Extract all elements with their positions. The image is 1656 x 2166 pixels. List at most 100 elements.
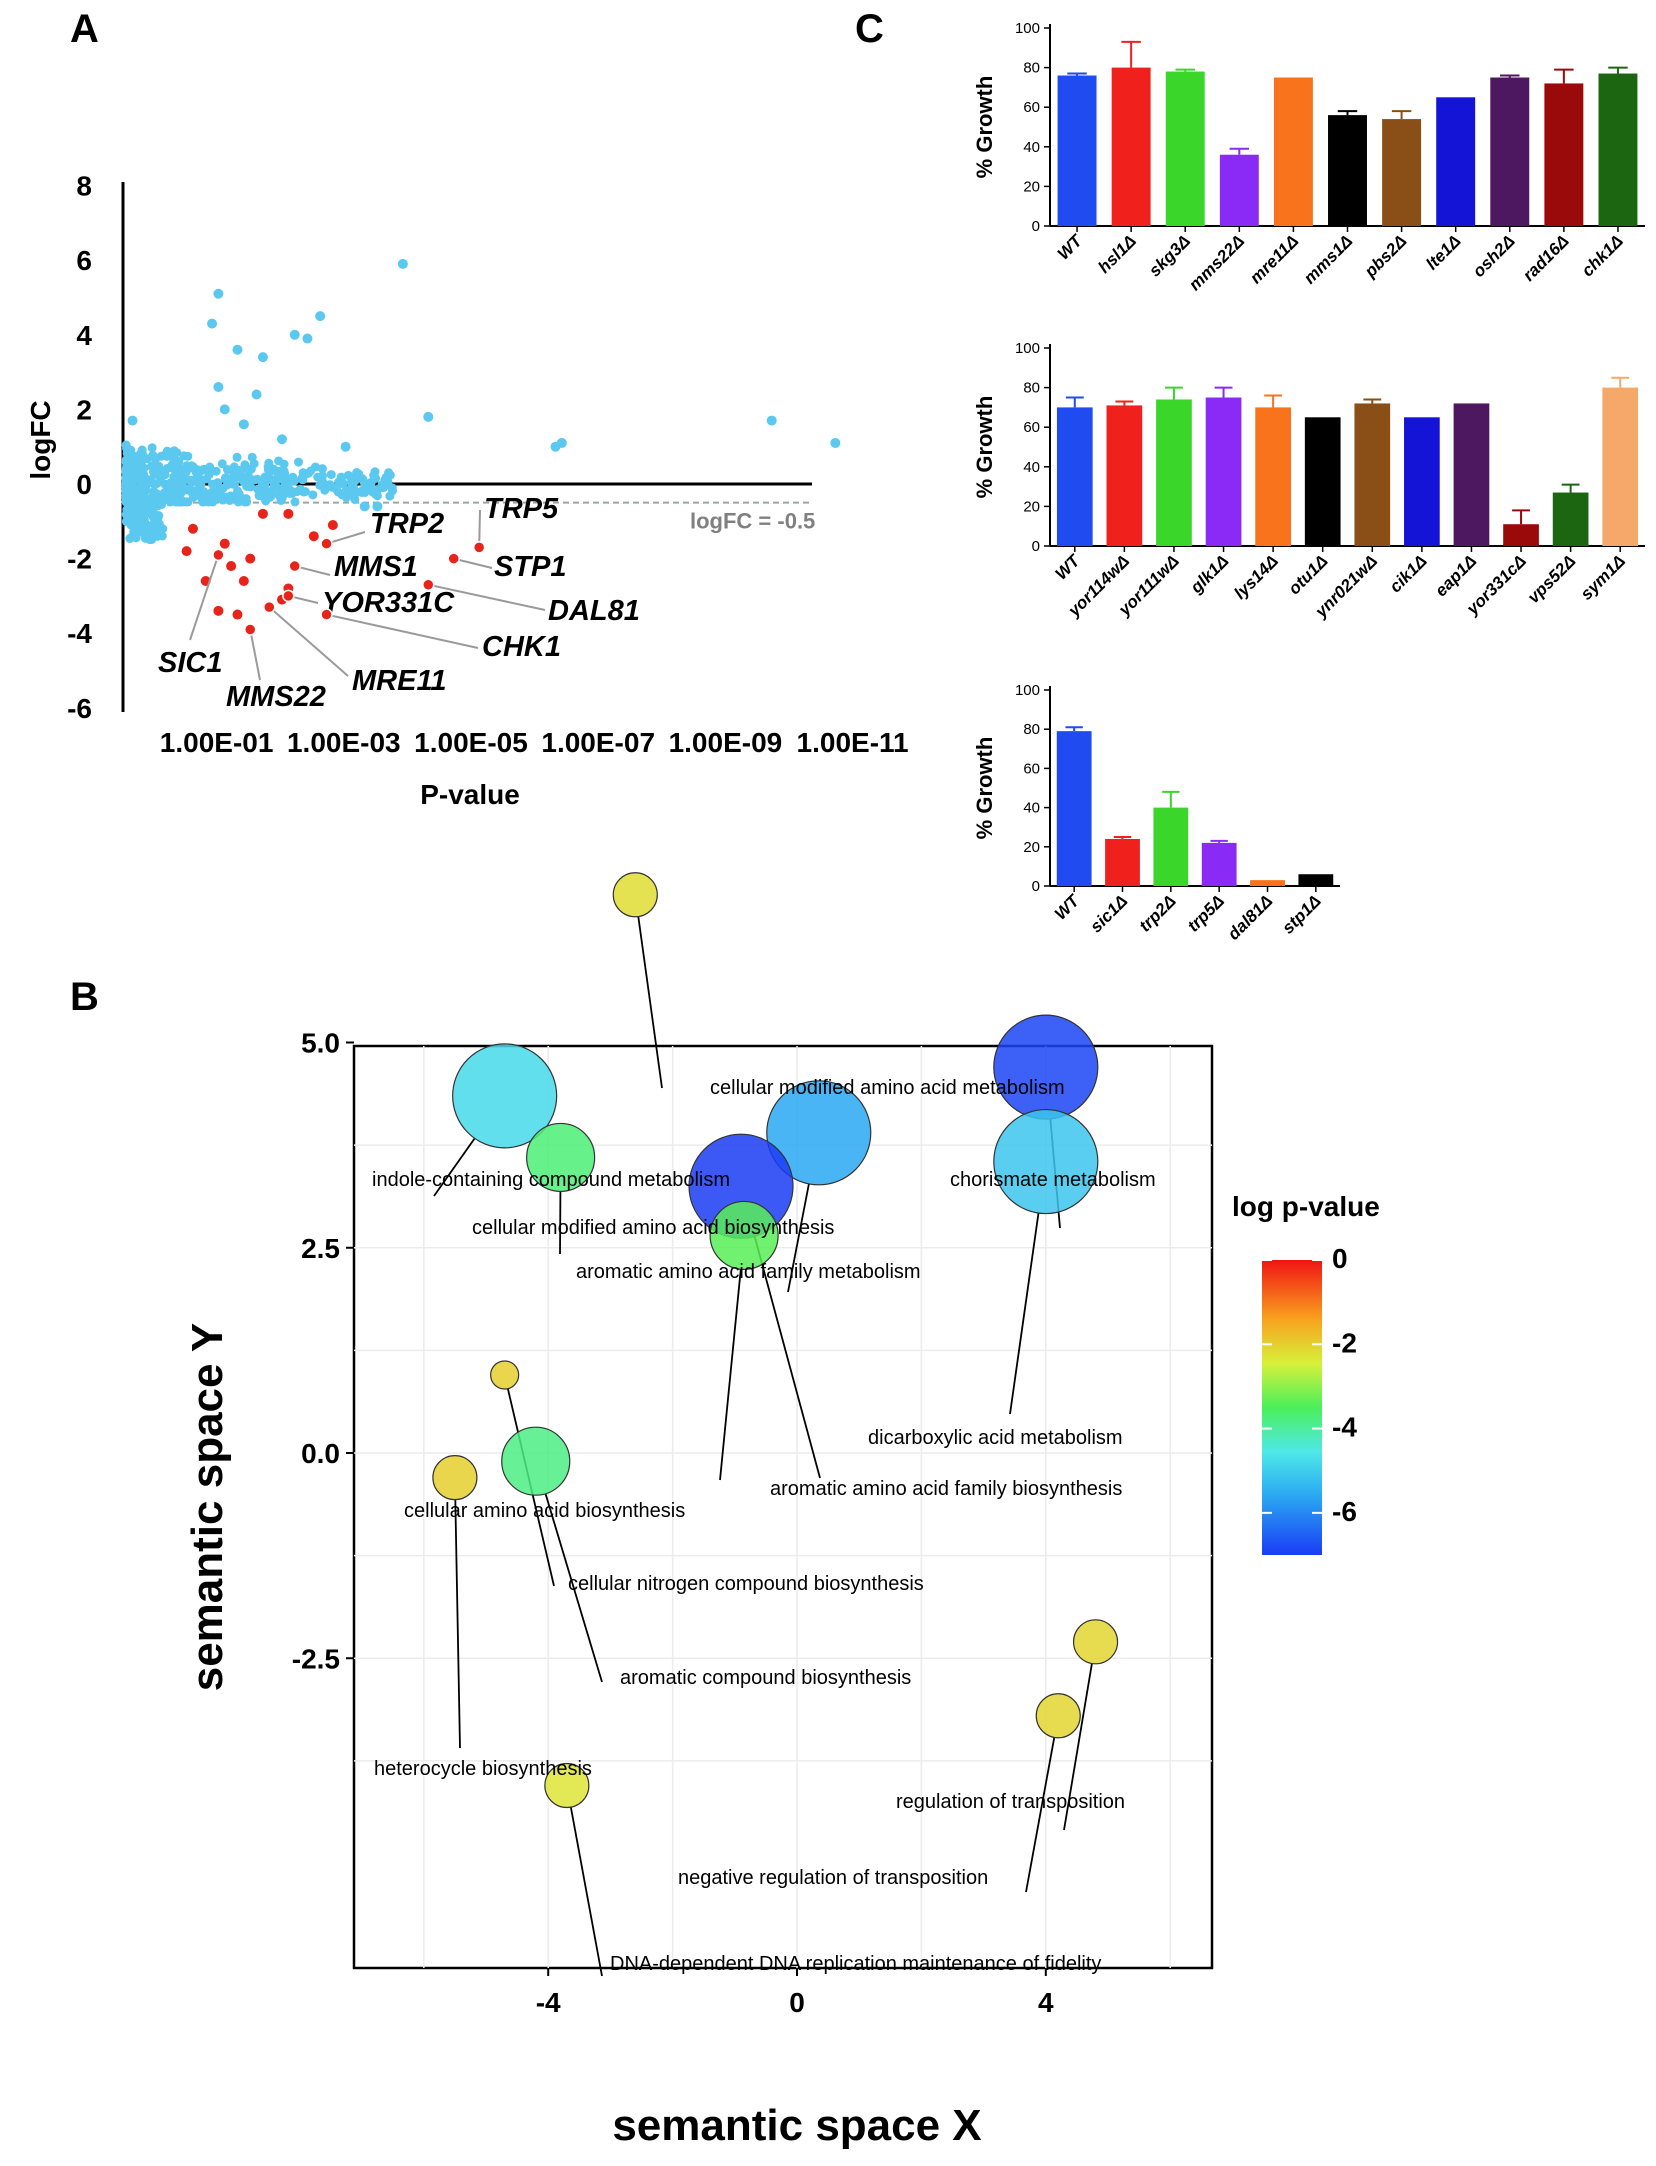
- x-tick-label: mms22Δ: [1185, 231, 1248, 294]
- bar: [1273, 77, 1313, 226]
- term-leader-line: [637, 916, 663, 1089]
- data-point: [349, 483, 359, 493]
- data-point: [222, 492, 232, 502]
- term-bubble: [432, 1455, 478, 1501]
- bar: [1298, 874, 1334, 886]
- bar: [1328, 115, 1367, 226]
- y-tick-label: 2: [76, 394, 92, 425]
- panel-letter-a: A: [70, 7, 99, 51]
- data-point: [366, 480, 376, 490]
- x-axis-title: P-value: [420, 779, 520, 810]
- go-semantic-space-plot: -4 0 4 5.0 2.5 0.0 -2.5 semantic space X semanti…: [183, 872, 1380, 2150]
- y-tick-label: 0: [1032, 878, 1040, 895]
- gene-label: YOR331C: [322, 587, 455, 619]
- y-tick-label: 8: [76, 171, 92, 202]
- term-bubble: [501, 1426, 571, 1496]
- data-point: [310, 462, 320, 472]
- data-point: [205, 462, 215, 472]
- term-bubble: [993, 1014, 1099, 1120]
- data-point: [152, 525, 162, 535]
- gene-leader-line: [268, 606, 349, 677]
- data-point: [126, 482, 136, 492]
- x-tick-label: 1.00E-11: [797, 727, 909, 758]
- term-bubble: [766, 1080, 872, 1186]
- data-point: [317, 464, 327, 474]
- data-point: [318, 477, 328, 487]
- x-tick-label: hsl1Δ: [1094, 231, 1140, 277]
- y-tick-label: 0: [1032, 218, 1040, 235]
- data-point: [231, 472, 241, 482]
- data-point: [213, 605, 224, 616]
- data-point: [347, 474, 357, 484]
- bar: [1598, 73, 1638, 226]
- data-point: [294, 457, 304, 467]
- data-point: [204, 469, 214, 479]
- y-tick-label: 60: [1023, 419, 1040, 436]
- data-point: [287, 488, 297, 498]
- bar: [1490, 77, 1530, 226]
- data-point: [147, 443, 157, 453]
- data-point: [308, 531, 319, 542]
- gene-point: [288, 559, 301, 573]
- term-bubble: [1072, 1619, 1119, 1665]
- data-point: [206, 488, 216, 498]
- data-point: [384, 468, 394, 478]
- x-tick-label: 1.00E-05: [414, 727, 528, 758]
- term-leader-line: [544, 1493, 603, 1683]
- data-point: [423, 411, 434, 422]
- x-tick-label: WT: [1051, 550, 1084, 583]
- y-tick-label: 20: [1023, 178, 1040, 195]
- bar: [1201, 842, 1237, 886]
- y-tick-label: 6: [76, 245, 92, 276]
- y-tick-label: 0: [1032, 538, 1040, 555]
- threshold-label: logFC = -0.5: [690, 509, 815, 534]
- bar: [1111, 67, 1151, 226]
- data-point: [155, 476, 165, 486]
- data-point: [354, 469, 364, 479]
- term-label: cellular modified amino acid biosynthesi…: [472, 1217, 834, 1239]
- y-tick-label: 80: [1023, 60, 1040, 77]
- gene-label: TRP2: [370, 508, 444, 540]
- data-point: [238, 419, 249, 430]
- bar: [1153, 807, 1189, 886]
- y-tick-label: 0.0: [301, 1438, 340, 1469]
- bar: [1156, 399, 1192, 546]
- data-point: [257, 479, 267, 489]
- data-point: [226, 561, 237, 572]
- gene-label: TRP5: [484, 493, 559, 525]
- y-tick-label: 60: [1023, 760, 1040, 777]
- panel-letter-b: B: [70, 975, 99, 1019]
- data-point: [219, 404, 230, 415]
- term-label: DNA-dependent DNA replication maintenanc…: [610, 1953, 1101, 1975]
- data-point: [268, 485, 278, 495]
- data-point: [147, 461, 157, 471]
- data-point: [174, 497, 184, 507]
- data-point: [139, 515, 149, 525]
- data-point: [290, 497, 300, 507]
- data-point: [249, 459, 259, 469]
- data-point: [160, 488, 170, 498]
- bar: [1255, 407, 1291, 546]
- data-point: [126, 474, 136, 484]
- data-point: [188, 463, 198, 473]
- data-point: [170, 449, 180, 459]
- bar: [1057, 75, 1097, 227]
- growth-bar-chart-1: 0 20 40 60 80 100 % Growth WT hsl1Δ skg3Δmms22Δmr…: [972, 20, 1645, 294]
- gene-point: [282, 589, 295, 603]
- data-point: [137, 449, 148, 460]
- x-tick-label: 4: [1038, 1987, 1054, 2018]
- data-point: [274, 466, 284, 476]
- y-tick-label: 40: [1023, 459, 1040, 476]
- data-point: [135, 476, 145, 486]
- y-tick-label: 80: [1023, 721, 1040, 738]
- bar: [1106, 405, 1143, 546]
- data-point: [315, 311, 326, 322]
- gene-point: [447, 552, 460, 565]
- bar: [1105, 838, 1140, 886]
- data-point: [121, 516, 131, 526]
- data-point: [387, 483, 397, 493]
- legend-colorbar: [1262, 1260, 1322, 1555]
- term-label: cellular modified amino acid metabolism: [710, 1077, 1065, 1099]
- term-label: heterocycle biosynthesis: [374, 1758, 592, 1780]
